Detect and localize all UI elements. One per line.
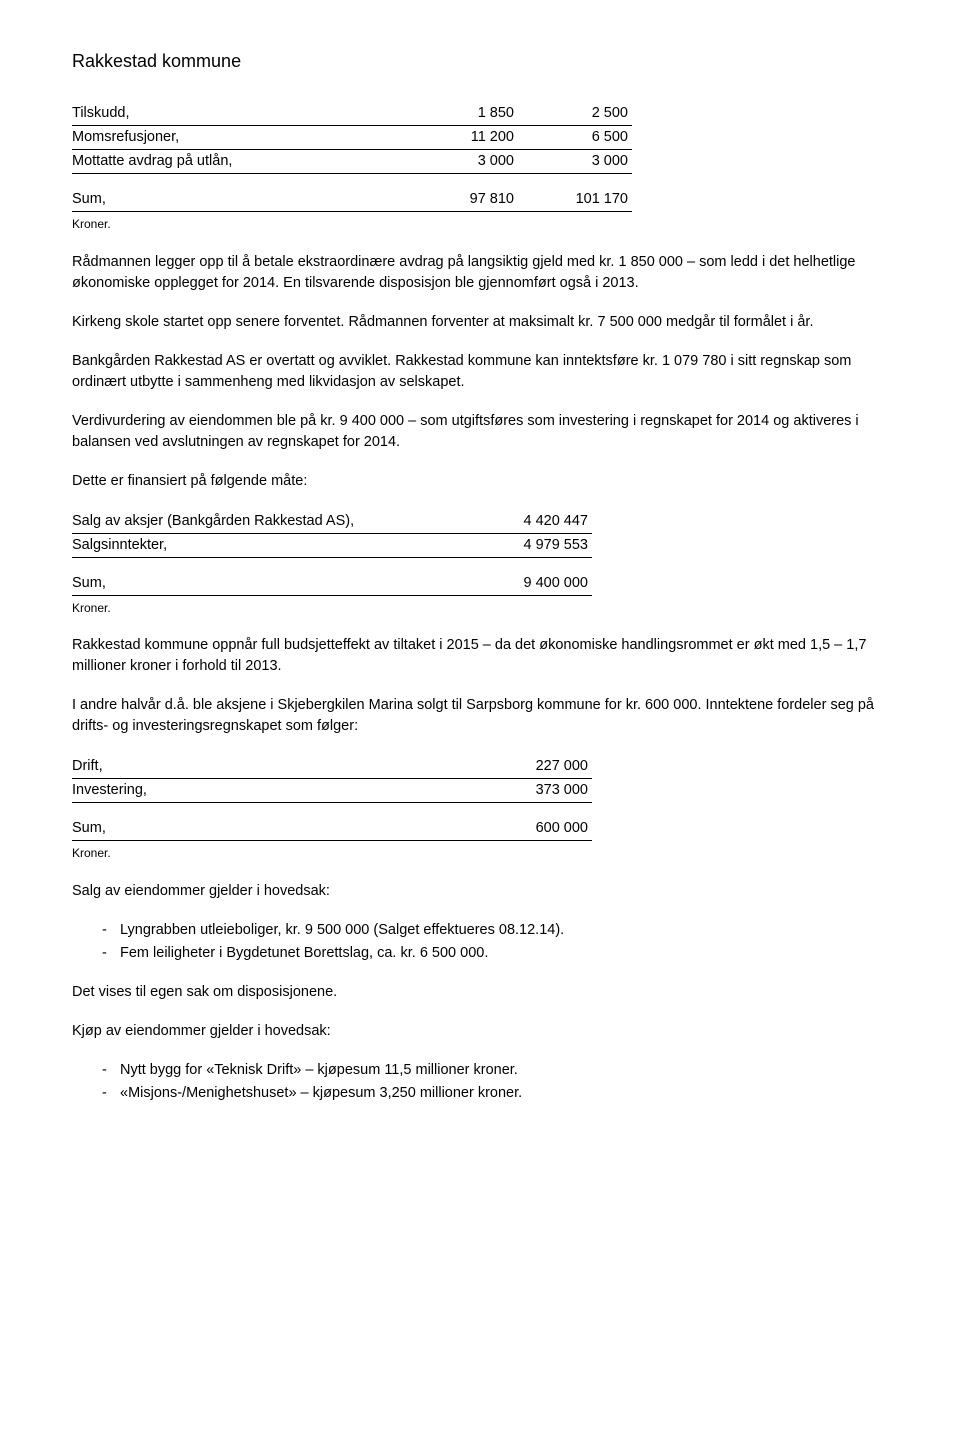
paragraph: Bankgården Rakkestad AS er overtatt og a… xyxy=(72,351,888,393)
table-row: Salg av aksjer (Bankgården Rakkestad AS)… xyxy=(72,510,592,534)
cell-label: Momsrefusjoner, xyxy=(72,126,404,150)
table-row: Sum, 9 400 000 xyxy=(72,572,592,596)
cell-value: 600 000 xyxy=(478,817,592,841)
cell-label: Mottatte avdrag på utlån, xyxy=(72,150,404,174)
page-header: Rakkestad kommune xyxy=(72,48,888,74)
cell-value: 2 500 xyxy=(518,102,632,126)
table-2: Salg av aksjer (Bankgården Rakkestad AS)… xyxy=(72,510,592,558)
list-item: Nytt bygg for «Teknisk Drift» – kjøpesum… xyxy=(120,1060,888,1081)
table-1-note: Kroner. xyxy=(72,216,888,233)
paragraph: Det vises til egen sak om disposisjonene… xyxy=(72,982,888,1003)
cell-value: 3 000 xyxy=(518,150,632,174)
table-row: Investering, 373 000 xyxy=(72,779,592,803)
paragraph: Dette er finansiert på følgende måte: xyxy=(72,471,888,492)
table-2-sum: Sum, 9 400 000 xyxy=(72,572,592,596)
paragraph: Verdivurdering av eiendommen ble på kr. … xyxy=(72,411,888,453)
cell-value: 97 810 xyxy=(404,188,518,212)
table-1-sum: Sum, 97 810 101 170 xyxy=(72,188,632,212)
list-item: Fem leiligheter i Bygdetunet Borettslag,… xyxy=(120,943,888,964)
table-3-sum: Sum, 600 000 xyxy=(72,817,592,841)
paragraph: Kirkeng skole startet opp senere forvent… xyxy=(72,312,888,333)
cell-label: Drift, xyxy=(72,755,478,779)
cell-value: 3 000 xyxy=(404,150,518,174)
cell-value: 227 000 xyxy=(478,755,592,779)
table-row: Sum, 97 810 101 170 xyxy=(72,188,632,212)
list-1: Lyngrabben utleieboliger, kr. 9 500 000 … xyxy=(72,920,888,964)
table-3: Drift, 227 000 Investering, 373 000 xyxy=(72,755,592,803)
cell-label: Salg av aksjer (Bankgården Rakkestad AS)… xyxy=(72,510,478,534)
table-row: Drift, 227 000 xyxy=(72,755,592,779)
cell-label: Tilskudd, xyxy=(72,102,404,126)
table-1: Tilskudd, 1 850 2 500 Momsrefusjoner, 11… xyxy=(72,102,632,174)
paragraph: Salg av eiendommer gjelder i hovedsak: xyxy=(72,881,888,902)
list-item: «Misjons-/Menighetshuset» – kjøpesum 3,2… xyxy=(120,1083,888,1104)
table-row: Momsrefusjoner, 11 200 6 500 xyxy=(72,126,632,150)
cell-label: Sum, xyxy=(72,188,404,212)
paragraph: I andre halvår d.å. ble aksjene i Skjebe… xyxy=(72,695,888,737)
cell-value: 101 170 xyxy=(518,188,632,212)
table-row: Salgsinntekter, 4 979 553 xyxy=(72,533,592,557)
table-2-note: Kroner. xyxy=(72,600,888,617)
paragraph: Rådmannen legger opp til å betale ekstra… xyxy=(72,252,888,294)
cell-label: Sum, xyxy=(72,817,478,841)
cell-label: Investering, xyxy=(72,779,478,803)
cell-label: Sum, xyxy=(72,572,478,596)
cell-value: 4 420 447 xyxy=(478,510,592,534)
table-row: Sum, 600 000 xyxy=(72,817,592,841)
cell-value: 6 500 xyxy=(518,126,632,150)
cell-value: 1 850 xyxy=(404,102,518,126)
paragraph: Rakkestad kommune oppnår full budsjettef… xyxy=(72,635,888,677)
paragraph: Kjøp av eiendommer gjelder i hovedsak: xyxy=(72,1021,888,1042)
table-row: Mottatte avdrag på utlån, 3 000 3 000 xyxy=(72,150,632,174)
cell-value: 4 979 553 xyxy=(478,533,592,557)
cell-label: Salgsinntekter, xyxy=(72,533,478,557)
list-2: Nytt bygg for «Teknisk Drift» – kjøpesum… xyxy=(72,1060,888,1104)
table-3-note: Kroner. xyxy=(72,845,888,862)
cell-value: 11 200 xyxy=(404,126,518,150)
cell-value: 9 400 000 xyxy=(478,572,592,596)
cell-value: 373 000 xyxy=(478,779,592,803)
list-item: Lyngrabben utleieboliger, kr. 9 500 000 … xyxy=(120,920,888,941)
table-row: Tilskudd, 1 850 2 500 xyxy=(72,102,632,126)
